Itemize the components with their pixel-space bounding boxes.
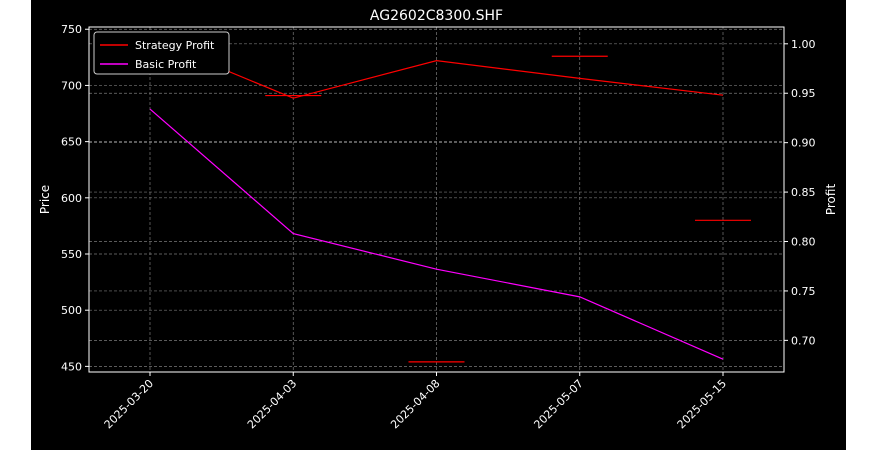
x-tick-label: 2025-03-20 xyxy=(102,377,156,431)
y-tick-label: 500 xyxy=(61,304,82,317)
grid xyxy=(89,27,784,372)
y-tick-label: 700 xyxy=(61,79,82,92)
x-tick-label: 2025-04-03 xyxy=(245,377,299,431)
chart-figure: 450 500 550 600 650 700 750 0.70 0.75 0.80 0.85 0.… xyxy=(31,0,846,450)
y-tick-label: 600 xyxy=(61,192,82,205)
x-tick-label: 2025-05-07 xyxy=(531,377,585,431)
chart-title: AG2602C8300.SHF xyxy=(370,8,503,24)
y2-axis-label: Profit xyxy=(824,184,838,216)
y-tick-label: 650 xyxy=(61,136,82,149)
y-tick-label: 450 xyxy=(61,360,82,373)
y2-tick-label: 0.95 xyxy=(791,87,816,100)
y2-tick-label: 0.85 xyxy=(791,186,816,199)
legend: Strategy Profit Basic Profit xyxy=(94,32,229,74)
y2-tick-label: 0.70 xyxy=(791,334,816,347)
left-axis-ticks: 450 500 550 600 650 700 750 xyxy=(61,23,89,373)
y2-tick-label: 0.80 xyxy=(791,236,816,249)
x-tick-label: 2025-05-15 xyxy=(675,377,729,431)
y-tick-label: 550 xyxy=(61,248,82,261)
y2-tick-label: 0.90 xyxy=(791,137,816,150)
y-tick-label: 750 xyxy=(61,23,82,36)
y2-tick-label: 0.75 xyxy=(791,285,816,298)
right-axis-ticks: 0.70 0.75 0.80 0.85 0.90 0.95 1.00 xyxy=(784,38,816,348)
legend-label: Strategy Profit xyxy=(135,39,215,52)
x-tick-label: 2025-04-08 xyxy=(388,377,442,431)
x-axis-ticks: 2025-03-20 2025-04-03 2025-04-08 2025-05-07… xyxy=(102,372,729,431)
y2-tick-label: 1.00 xyxy=(791,38,816,51)
y-axis-label: Price xyxy=(38,185,52,214)
legend-label: Basic Profit xyxy=(135,58,197,71)
